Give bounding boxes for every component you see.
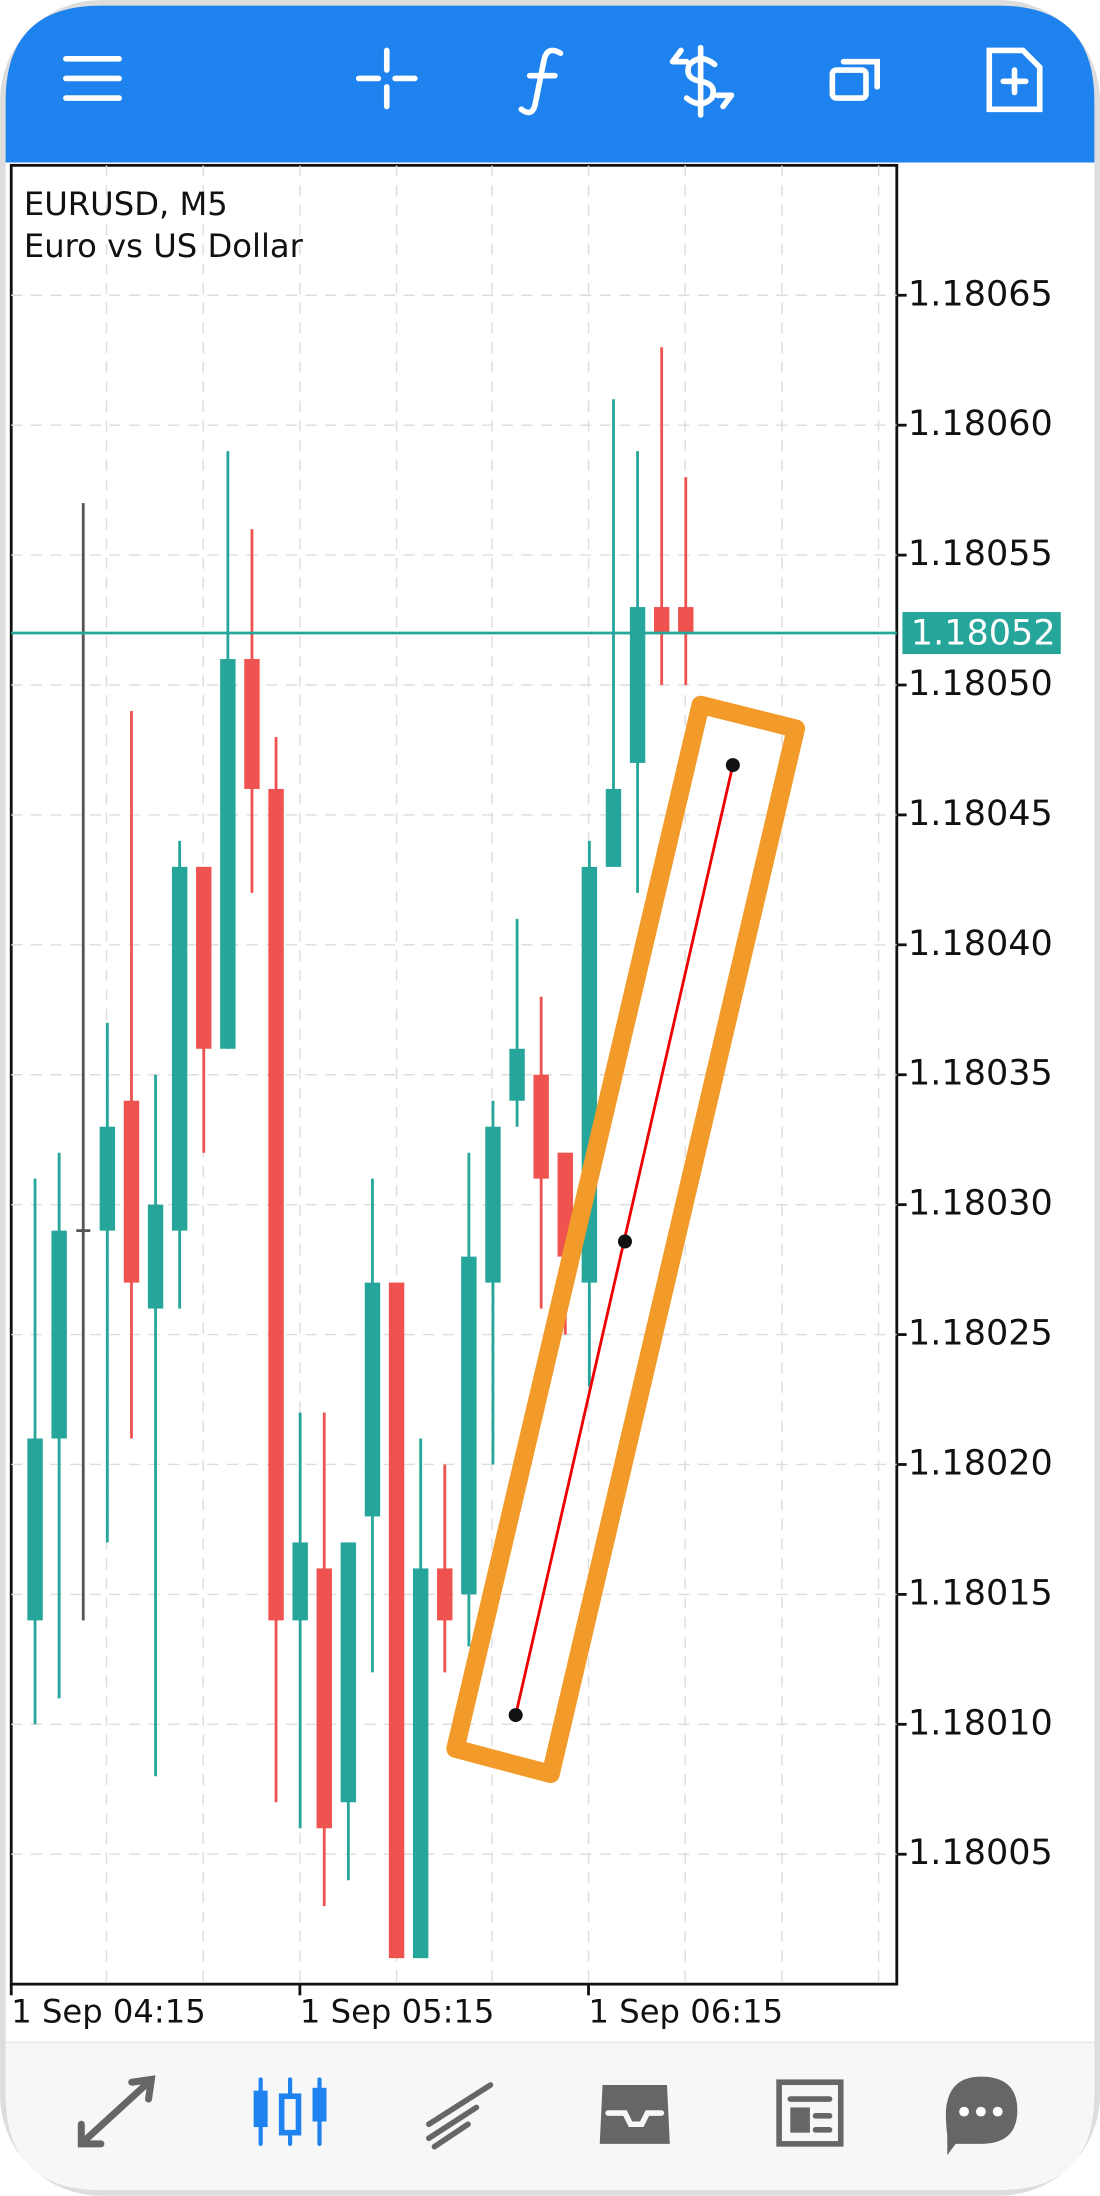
candle-body (268, 788, 284, 1621)
y-tick-label: 1.18035 (908, 1053, 1053, 1094)
y-tick-label: 1.18050 (908, 663, 1053, 704)
y-tick-label: 1.18040 (908, 923, 1053, 964)
candle-body (220, 659, 236, 1049)
candle-body (388, 1282, 405, 1959)
candle-body (461, 1256, 477, 1595)
y-tick-label: 1.18015 (908, 1572, 1053, 1613)
candle-body (196, 866, 212, 1049)
y-tick-label: 1.18030 (908, 1183, 1053, 1224)
menu-button[interactable] (63, 56, 122, 101)
toolbar (5, 5, 1095, 163)
candle-body (51, 1230, 67, 1439)
candle-body (605, 788, 622, 867)
candle-body (123, 1100, 140, 1283)
trend-line[interactable] (508, 758, 740, 1723)
candle-body (147, 1204, 164, 1309)
candle-body (316, 1568, 332, 1829)
x-tick-label: 1 Sep 04:15 (11, 1993, 206, 2031)
y-tick-label: 1.18065 (908, 273, 1053, 314)
candle-body (509, 1048, 525, 1101)
current-price-label: 1.18052 (911, 612, 1056, 653)
news-tab[interactable] (776, 2079, 844, 2147)
description: Euro vs US Dollar (24, 227, 304, 265)
candle-body (533, 1074, 549, 1179)
crosshair-button[interactable] (355, 47, 418, 110)
candle-body (99, 1126, 116, 1231)
candle-body (678, 607, 694, 634)
highlight-box (446, 695, 806, 1784)
messages-tab[interactable] (945, 2076, 1018, 2156)
candle-body (340, 1542, 357, 1803)
trade-tab[interactable] (425, 2082, 494, 2150)
quotes-tab[interactable] (77, 2075, 156, 2148)
candle-body (629, 607, 646, 763)
bottom-bar (5, 2042, 1095, 2191)
candle-body (292, 1542, 308, 1621)
candle-body (76, 1229, 91, 1233)
candle-body (27, 1438, 43, 1621)
candle-body (437, 1568, 453, 1621)
y-tick-label: 1.18055 (908, 533, 1053, 574)
y-tick-label: 1.18045 (908, 793, 1053, 834)
new-order-button[interactable] (986, 47, 1043, 113)
windows-button[interactable] (829, 58, 880, 101)
indicators-button[interactable] (518, 47, 564, 116)
candle-body (412, 1568, 429, 1959)
candle-body (364, 1282, 381, 1517)
current-price-box (902, 612, 1061, 655)
symbol: EURUSD, M5 (24, 185, 228, 223)
y-tick-label: 1.18025 (908, 1313, 1053, 1354)
candle-body (171, 866, 188, 1231)
y-tick-label: 1.18010 (908, 1702, 1053, 1743)
candle-body (485, 1126, 501, 1283)
candle-body (653, 607, 670, 634)
y-tick-label: 1.18005 (908, 1832, 1053, 1873)
y-tick-label: 1.18060 (908, 403, 1053, 444)
x-tick-label: 1 Sep 06:15 (589, 1993, 784, 2031)
y-tick-label: 1.18020 (908, 1442, 1053, 1483)
history-tab[interactable] (599, 2085, 670, 2144)
trade-button[interactable] (669, 44, 735, 118)
chart-tab[interactable] (253, 2077, 327, 2146)
x-tick-label: 1 Sep 05:15 (300, 1993, 495, 2031)
candle-body (244, 659, 260, 789)
